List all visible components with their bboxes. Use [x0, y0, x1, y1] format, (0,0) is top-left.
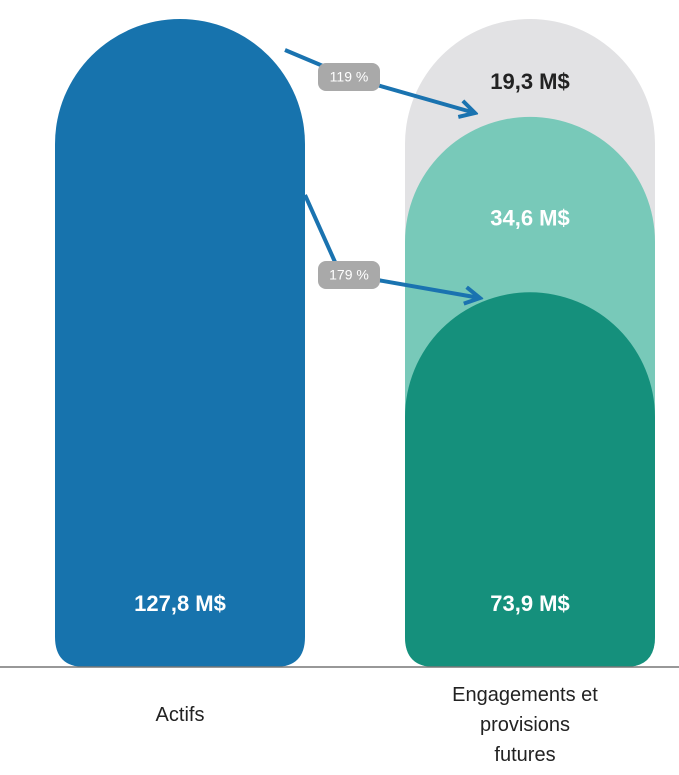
bar-segment — [405, 292, 655, 667]
category-label: Engagements et provisions futures — [452, 684, 598, 766]
annotation-pill — [318, 63, 380, 91]
value-label: 34,6 M$ — [490, 205, 570, 230]
annotation: 119 % — [330, 69, 369, 85]
value-label: 19,3 M$ — [490, 69, 570, 94]
annotation-pill — [318, 261, 380, 289]
value-label: 127,8 M$ — [134, 591, 226, 616]
annotation: 179 % — [329, 267, 369, 283]
category-label: Actifs — [155, 704, 205, 726]
value-label: 73,9 M$ — [490, 591, 570, 616]
bar-segment — [55, 19, 305, 667]
arrows: 119 % 179 % — [284, 48, 480, 298]
